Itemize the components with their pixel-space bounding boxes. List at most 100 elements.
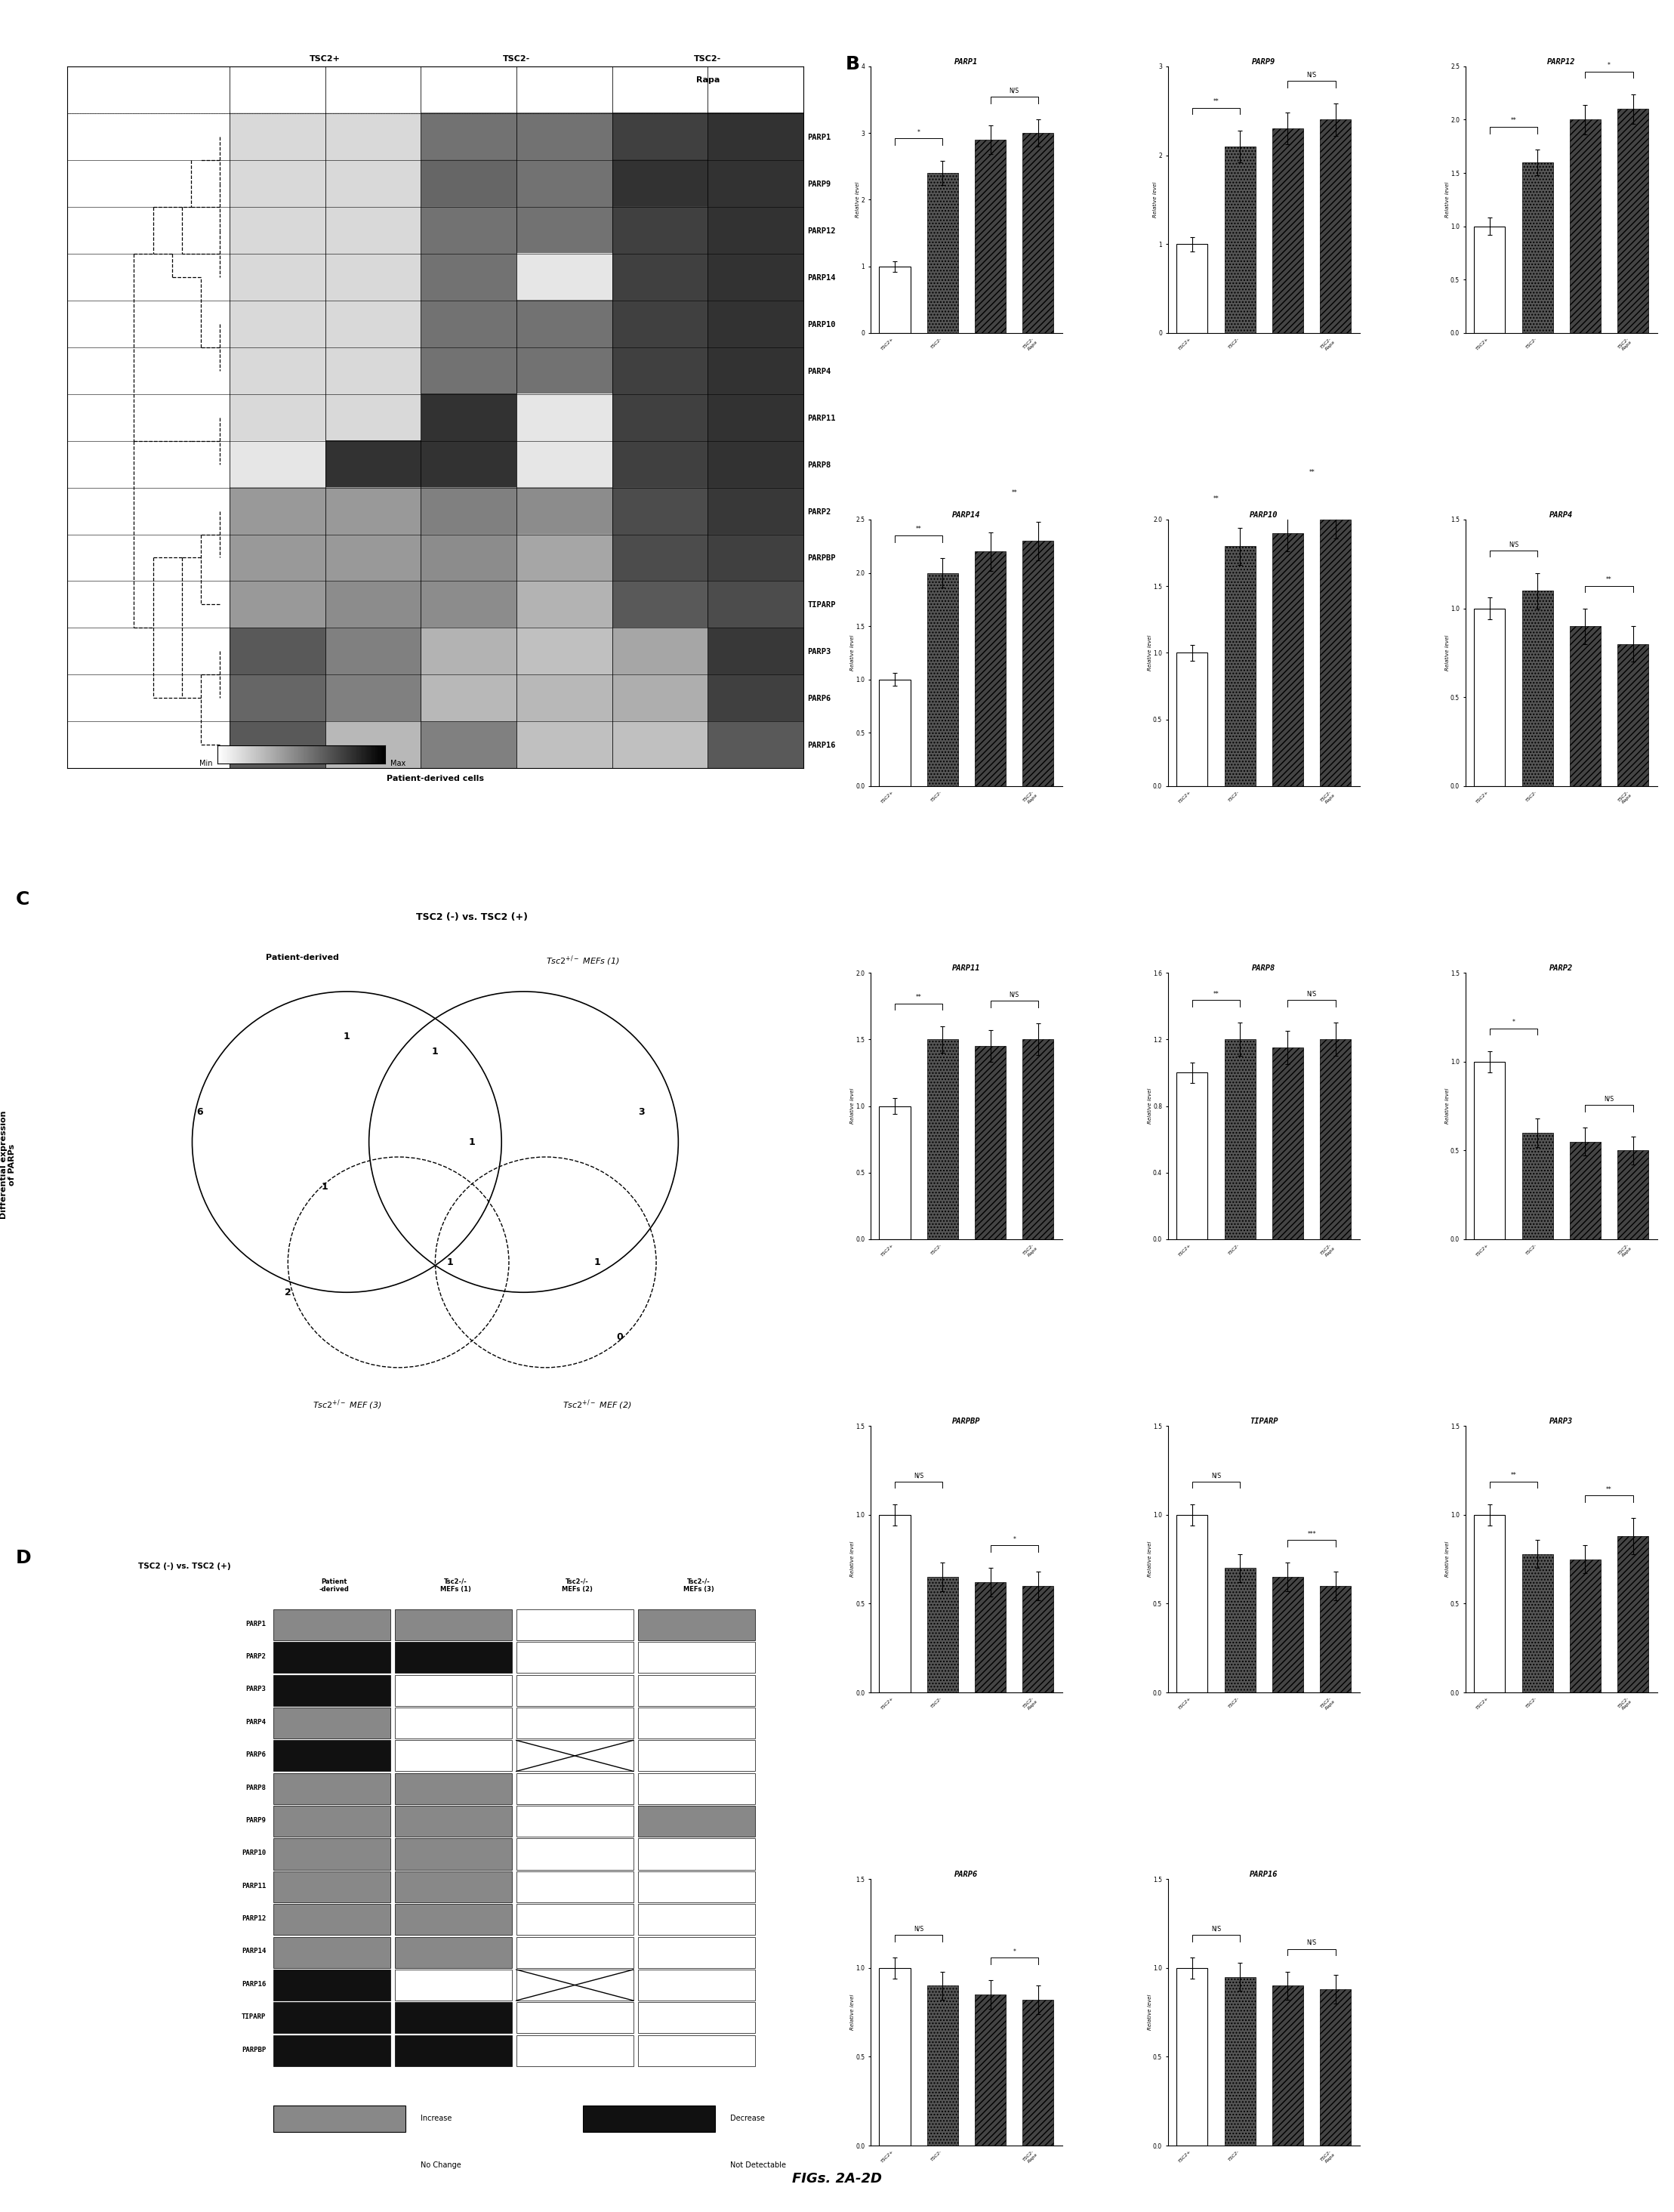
Y-axis label: Relative level: Relative level — [855, 181, 860, 217]
Bar — [273, 1741, 390, 1772]
Bar — [1224, 546, 1256, 785]
Bar — [516, 1741, 633, 1772]
Text: *: * — [1607, 62, 1610, 69]
Text: $Tsc2^{+/-}$ MEF (2): $Tsc2^{+/-}$ MEF (2) — [562, 1398, 631, 1411]
Y-axis label: Relative level: Relative level — [1445, 635, 1450, 670]
Bar — [1177, 243, 1207, 334]
Text: PARP4: PARP4 — [246, 1719, 266, 1725]
Bar — [1272, 533, 1304, 785]
Text: Tsc2-/-
MEFs (2): Tsc2-/- MEFs (2) — [561, 1577, 593, 1593]
Bar — [395, 1708, 512, 1739]
Text: N/S: N/S — [914, 1471, 924, 1480]
Text: *: * — [1512, 1020, 1515, 1026]
Title: PARP1: PARP1 — [954, 58, 978, 66]
Bar — [395, 2035, 512, 2066]
Text: N/S: N/S — [1210, 1471, 1220, 1480]
Text: PARP12: PARP12 — [241, 1916, 266, 1922]
Text: **: ** — [1011, 489, 1018, 495]
Title: PARP3: PARP3 — [1550, 1418, 1574, 1425]
Bar — [638, 1708, 755, 1739]
Bar — [1570, 1559, 1600, 1692]
Bar — [1617, 1535, 1649, 1692]
Bar — [927, 1040, 958, 1239]
Text: 1: 1 — [594, 1256, 601, 1267]
Bar — [273, 1938, 390, 1969]
Text: TSC2 (-) vs. TSC2 (+): TSC2 (-) vs. TSC2 (+) — [417, 914, 527, 922]
Bar — [1522, 591, 1553, 785]
Text: **: ** — [916, 993, 922, 1000]
Bar — [395, 1938, 512, 1969]
Bar — [583, 2106, 715, 2132]
Bar — [879, 1106, 911, 1239]
Text: Rapa: Rapa — [696, 77, 720, 84]
Title: PARP4: PARP4 — [1550, 511, 1574, 520]
Text: PARP14: PARP14 — [241, 1949, 266, 1955]
Text: **: ** — [1605, 577, 1612, 584]
Bar — [273, 1708, 390, 1739]
Bar — [1475, 608, 1505, 785]
Bar — [1023, 133, 1053, 334]
Text: **: ** — [1605, 1486, 1612, 1493]
Bar — [879, 679, 911, 785]
Text: 1: 1 — [469, 1137, 475, 1146]
Bar — [516, 1969, 633, 2000]
Bar — [273, 1905, 390, 1935]
Bar — [1321, 520, 1351, 785]
Text: *: * — [1013, 1949, 1016, 1955]
Bar — [1570, 626, 1600, 785]
Y-axis label: Relative level: Relative level — [1445, 1542, 1450, 1577]
Bar — [516, 1938, 633, 1969]
Bar — [395, 1641, 512, 1672]
Text: **: ** — [1214, 97, 1219, 104]
Bar — [1617, 108, 1649, 334]
Y-axis label: Relative level: Relative level — [850, 1088, 854, 1124]
Title: PARP14: PARP14 — [953, 511, 981, 520]
Text: $Tsc2^{+/-}$ MEF (3): $Tsc2^{+/-}$ MEF (3) — [313, 1398, 382, 1411]
Text: 6: 6 — [196, 1106, 203, 1117]
Bar — [638, 1938, 755, 1969]
Bar — [927, 173, 958, 334]
Bar — [1522, 1553, 1553, 1692]
Text: Increase: Increase — [420, 2115, 452, 2121]
Bar — [638, 1741, 755, 1772]
Y-axis label: Relative level: Relative level — [850, 1542, 854, 1577]
Bar — [395, 1871, 512, 1902]
Bar — [273, 2152, 405, 2179]
Bar — [395, 1838, 512, 1869]
Text: N/S: N/S — [1604, 1095, 1614, 1102]
Bar — [516, 2035, 633, 2066]
Y-axis label: Relative level: Relative level — [1147, 1542, 1152, 1577]
Title: PARP16: PARP16 — [1250, 1871, 1277, 1878]
Bar — [395, 2002, 512, 2033]
Bar — [395, 1741, 512, 1772]
Bar — [516, 1641, 633, 1672]
Bar — [1272, 1577, 1304, 1692]
Text: PARP16: PARP16 — [241, 1980, 266, 1989]
Bar — [1570, 119, 1600, 334]
Text: PARP10: PARP10 — [241, 1849, 266, 1856]
Text: Patient
-derived: Patient -derived — [320, 1577, 348, 1593]
Text: 2: 2 — [285, 1287, 291, 1296]
Title: TIPARP: TIPARP — [1250, 1418, 1277, 1425]
Text: 3: 3 — [638, 1106, 644, 1117]
Bar — [638, 1610, 755, 1641]
Bar — [1272, 1986, 1304, 2146]
Y-axis label: Relative level: Relative level — [1445, 1088, 1450, 1124]
Bar — [879, 1515, 911, 1692]
Bar — [638, 1969, 755, 2000]
Bar — [1522, 161, 1553, 334]
Text: Tsc2-/-
MEFs (1): Tsc2-/- MEFs (1) — [440, 1577, 470, 1593]
Text: PARP8: PARP8 — [246, 1785, 266, 1792]
Y-axis label: Relative level: Relative level — [850, 1995, 854, 2031]
Text: Decrease: Decrease — [730, 2115, 765, 2121]
Bar — [395, 1674, 512, 1705]
Bar — [1475, 226, 1505, 334]
Bar — [583, 2152, 715, 2179]
Title: PARP8: PARP8 — [1252, 964, 1276, 971]
Text: N/S: N/S — [1307, 1940, 1317, 1947]
Bar — [273, 1805, 390, 1836]
Text: PARPBP: PARPBP — [241, 2046, 266, 2053]
Text: N/S: N/S — [914, 1924, 924, 1931]
Text: N/S: N/S — [1009, 88, 1019, 95]
Bar — [927, 1986, 958, 2146]
